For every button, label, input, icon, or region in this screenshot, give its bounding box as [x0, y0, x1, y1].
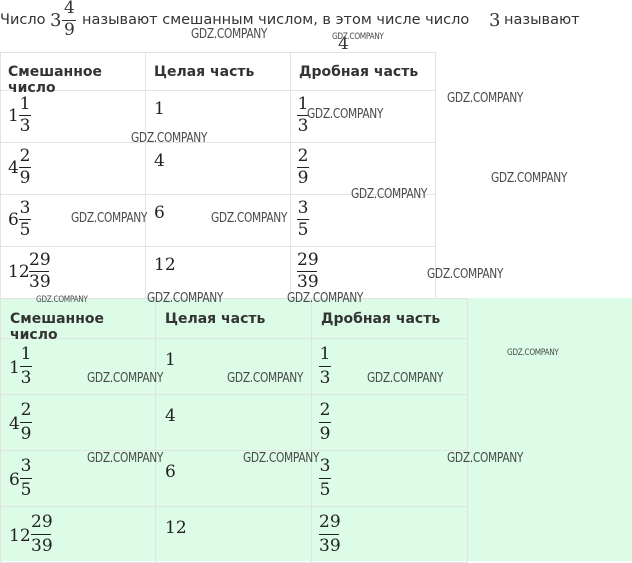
cell-mixed: 12 29 39 — [0, 506, 156, 563]
table-row: 6 3 5 6 3 5 — [0, 194, 436, 247]
watermark: GDZ.COMPANY — [191, 27, 268, 42]
watermark: GDZ.COMPANY — [491, 171, 568, 186]
watermark: GDZ.COMPANY — [211, 211, 288, 226]
cell-fraction: 29 39 — [311, 506, 468, 563]
watermark: GDZ.COMPANY — [147, 291, 224, 306]
watermark: GDZ.COMPANY — [427, 267, 504, 282]
table-header-row: Смешанное число Целая часть Дробная част… — [0, 298, 468, 343]
cell-mixed: 1 1 3 — [0, 338, 156, 395]
cell-fraction: 2 9 — [311, 394, 468, 451]
heading-whole: 3 — [50, 10, 62, 31]
cell-integer: 6 — [145, 194, 291, 247]
watermark: GDZ.COMPANY — [36, 295, 88, 305]
table-row: 1 1 3 1 1 3 — [0, 90, 436, 143]
watermark: GDZ.COMPANY — [87, 451, 164, 466]
table-row: 12 29 39 12 29 39 — [0, 506, 468, 563]
cell-fraction: 1 3 — [290, 90, 436, 143]
heading-numerator: 4 — [64, 0, 75, 18]
heading-prefix: Число — [0, 12, 46, 28]
watermark: GDZ.COMPANY — [447, 451, 524, 466]
table-row: 1 1 3 1 1 3 — [0, 338, 468, 395]
cell-integer: 4 — [155, 394, 312, 451]
cell-integer: 1 — [155, 338, 312, 395]
cell-fraction: 2 9 — [290, 142, 436, 195]
cell-fraction: 1 3 — [311, 338, 468, 395]
table-row: 12 29 39 12 29 39 — [0, 246, 436, 299]
heading-sentence: Число 3 4 9 называют смешанным числом, в… — [0, 0, 632, 54]
table-row: 4 2 9 4 2 9 — [0, 394, 468, 451]
header-integer-part: Целая часть — [155, 298, 312, 339]
heading-number: 3 — [489, 10, 501, 31]
watermark: GDZ.COMPANY — [87, 371, 164, 386]
header-mixed-number: Смешанное число — [0, 52, 146, 96]
watermark: GDZ.COMPANY — [307, 107, 384, 122]
cell-integer: 4 — [145, 142, 291, 195]
cell-mixed: 4 2 9 — [0, 142, 146, 195]
watermark: GDZ.COMPANY — [71, 211, 148, 226]
cell-mixed: 1 1 3 — [0, 90, 146, 143]
cell-integer: 12 — [145, 246, 291, 299]
cell-fraction: 3 5 — [311, 450, 468, 507]
cell-fraction: 3 5 — [290, 194, 436, 247]
header-integer-part: Целая часть — [145, 52, 291, 91]
cell-integer: 1 — [145, 90, 291, 143]
header-mixed-number: Смешанное число — [0, 298, 156, 343]
table-header-row: Смешанное число Целая часть Дробная част… — [0, 52, 436, 96]
table-row: 6 3 5 6 3 5 — [0, 450, 468, 507]
cell-mixed: 4 2 9 — [0, 394, 156, 451]
heading-suffix: называют — [504, 12, 580, 28]
watermark: GDZ.COMPANY — [351, 187, 428, 202]
watermark: GDZ.COMPANY — [332, 32, 384, 42]
watermark: GDZ.COMPANY — [367, 371, 444, 386]
cell-integer: 12 — [155, 506, 312, 563]
watermark: GDZ.COMPANY — [227, 371, 304, 386]
watermark: GDZ.COMPANY — [243, 451, 320, 466]
mixed-numbers-table-top: Смешанное число Целая часть Дробная част… — [0, 52, 436, 299]
watermark: GDZ.COMPANY — [131, 131, 208, 146]
watermark: GDZ.COMPANY — [287, 291, 364, 306]
watermark: GDZ.COMPANY — [447, 91, 524, 106]
mixed-numbers-table-bottom: Смешанное число Целая часть Дробная част… — [0, 298, 468, 563]
watermark: GDZ.COMPANY — [507, 348, 559, 358]
heading-denominator: 9 — [64, 20, 75, 40]
heading-middle: называют смешанным числом, в этом числе … — [82, 12, 470, 28]
heading-cut-digit: 4 — [338, 34, 349, 54]
heading-fraction-bar — [62, 20, 76, 21]
cell-mixed: 12 29 39 — [0, 246, 146, 299]
header-fraction-part: Дробная часть — [290, 52, 436, 91]
cell-mixed: 6 3 5 — [0, 194, 146, 247]
